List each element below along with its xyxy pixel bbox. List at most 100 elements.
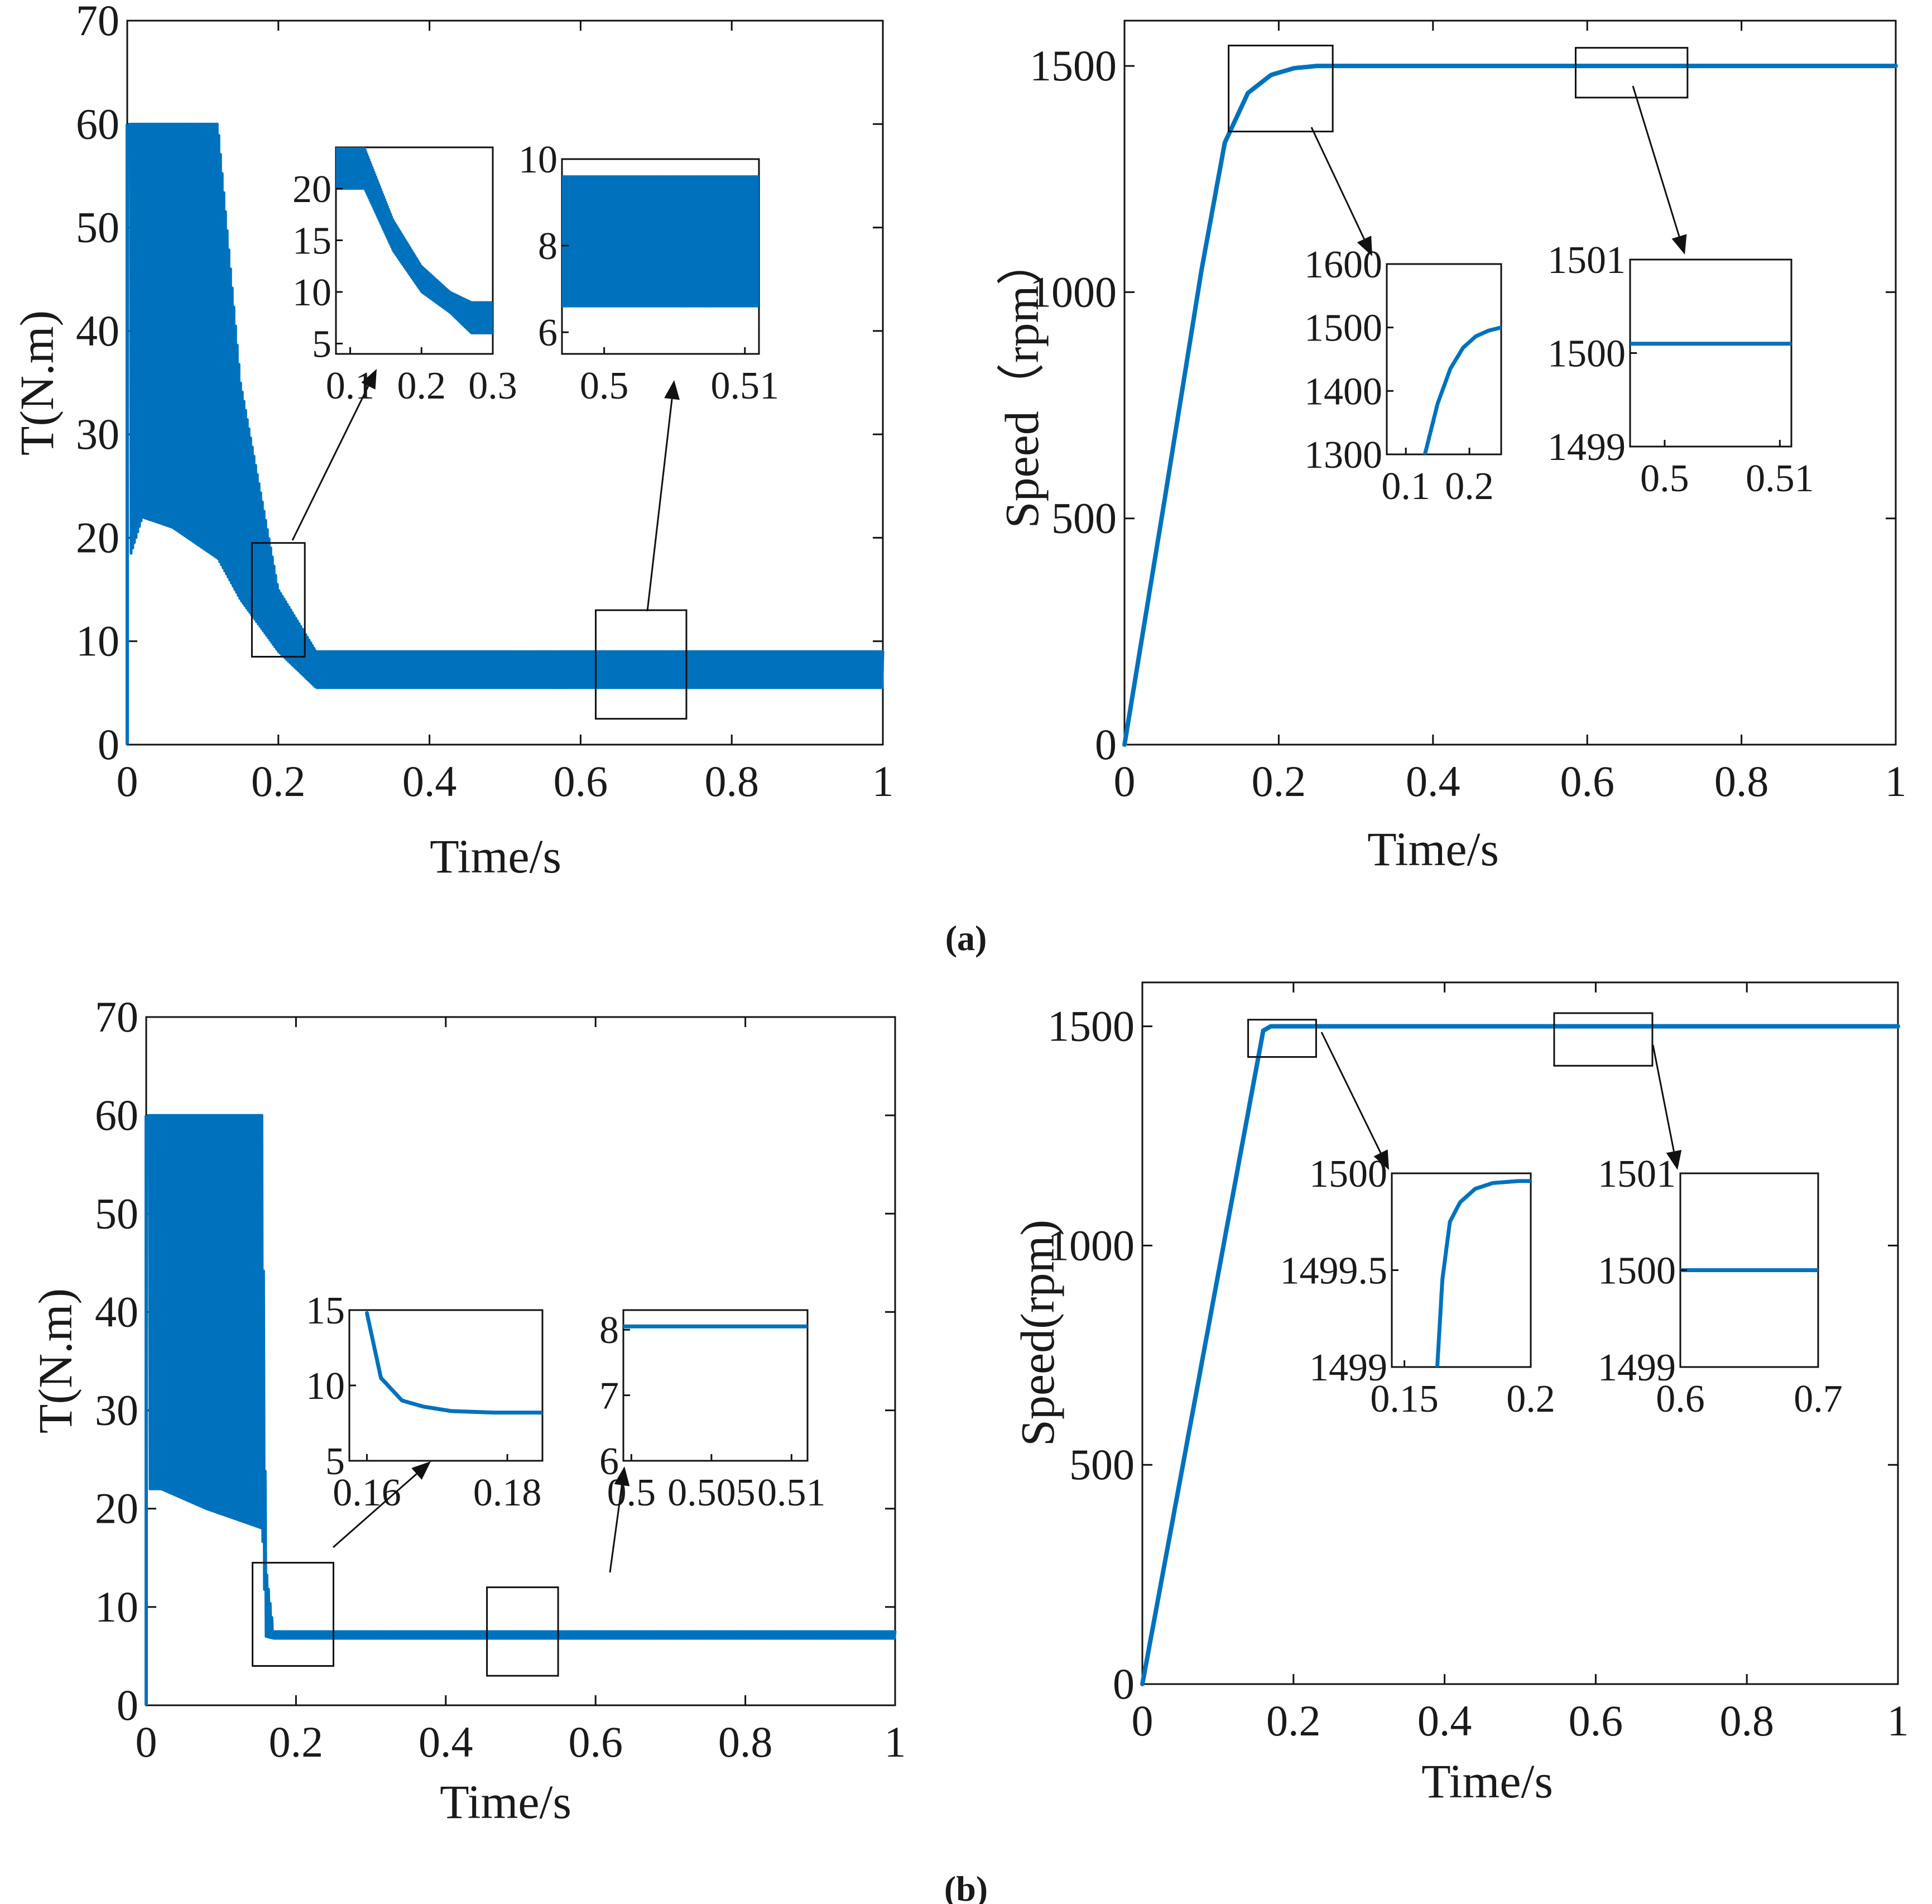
zoom-arrow-head	[1357, 236, 1372, 256]
inset-y-tick-label: 1499	[1309, 1346, 1387, 1389]
inset-frame	[622, 1309, 809, 1462]
y-tick-label: 50	[95, 1189, 138, 1238]
inset-y-tick-label: 10	[306, 1365, 345, 1408]
inset-frame	[1629, 258, 1792, 448]
y-tick-label: 1000	[1047, 1221, 1135, 1269]
plot-frame	[126, 20, 884, 746]
x-tick-label: 0	[117, 757, 138, 805]
inset-y-tick-label: 1501	[1547, 239, 1626, 282]
inset-plot: 0.5 0.505 0.51 6 7 8	[599, 1309, 826, 1514]
x-tick-label: 0.6	[554, 757, 608, 805]
x-axis-label: Time/s	[1421, 1754, 1553, 1808]
inset-x-tick-label: 0.2	[1445, 465, 1494, 508]
panel-label-a: (a)	[945, 918, 987, 958]
inset-y-tick-label: 1300	[1304, 434, 1382, 477]
y-tick-label: 0	[1113, 1660, 1135, 1708]
zoom-arrow	[1310, 127, 1365, 239]
inset-frame	[1386, 263, 1502, 455]
zoom-arrow	[646, 399, 673, 612]
inset-x-tick-label: 0.2	[1506, 1378, 1555, 1421]
zoom-box	[251, 542, 306, 658]
chart-b-speed: 0 0.2 0.4 0.6 0.8 1 0 500 1000 1500 Time/s Speed(rp…	[1011, 981, 1909, 1808]
y-tick-label: 30	[76, 410, 119, 458]
x-tick-label: 0.2	[1252, 757, 1306, 805]
x-tick-label: 1	[1885, 757, 1907, 805]
x-axis-label: Time/s	[440, 1775, 571, 1829]
zoom-box	[1247, 1019, 1317, 1058]
zoom-box	[594, 609, 688, 720]
x-tick-label: 0.2	[269, 1718, 324, 1766]
zoom-arrow-head	[1671, 234, 1687, 255]
inset-y-tick-label: 1400	[1304, 370, 1382, 413]
inset-x-tick-label: 0.3	[468, 365, 517, 407]
zoom-arrow	[1652, 1044, 1675, 1152]
zoom-arrow-head	[411, 1461, 431, 1480]
inset-y-tick-label: 1500	[1598, 1250, 1676, 1293]
inset-x-tick-label: 0.5	[607, 1471, 656, 1514]
y-tick-label: 500	[1069, 1440, 1135, 1489]
x-tick-label: 0.4	[1406, 757, 1460, 805]
inset-series-line	[365, 1311, 542, 1415]
y-tick-label: 10	[95, 1582, 138, 1631]
series-line	[1122, 64, 1898, 747]
inset-plot: 0.16 0.18 5 10 15	[306, 1289, 544, 1514]
inset-y-tick-label: 20	[292, 168, 331, 211]
y-tick-label: 40	[95, 1287, 138, 1336]
y-tick-label: 500	[1051, 494, 1117, 543]
y-tick-label: 40	[76, 306, 119, 355]
inset-x-tick-label: 0.15	[1370, 1378, 1439, 1421]
zoom-box	[1574, 47, 1689, 99]
inset-y-tick-label: 1499	[1598, 1346, 1676, 1389]
inset-y-tick-label: 1500	[1547, 333, 1626, 376]
x-axis-label: Time/s	[1367, 822, 1499, 876]
zoom-arrow	[291, 385, 369, 541]
x-tick-label: 0.6	[568, 1718, 623, 1766]
zoom-arrow-head	[614, 1466, 630, 1486]
inset-x-tick-label: 0.18	[473, 1471, 542, 1514]
zoom-arrow	[1632, 85, 1680, 237]
zoom-arrow	[1320, 1032, 1382, 1154]
y-axis-label: T(N.m)	[10, 310, 64, 455]
inset-plot: 0.5 0.51 1499 1500 1501	[1547, 239, 1814, 500]
inset-plot: 0.5 0.51 6 8 10	[518, 138, 779, 407]
inset-y-tick-label: 5	[325, 1440, 345, 1483]
y-tick-label: 70	[95, 992, 138, 1041]
inset-series-line	[1422, 325, 1501, 454]
inset-y-tick-label: 1499	[1547, 426, 1626, 469]
x-axis-label: Time/s	[430, 829, 561, 883]
inset-y-tick-label: 1501	[1598, 1153, 1676, 1196]
inset-y-tick-label: 1500	[1309, 1153, 1387, 1196]
x-tick-label: 0	[136, 1718, 157, 1766]
inset-y-tick-label: 5	[312, 323, 331, 366]
inset-x-tick-label: 0.5	[580, 365, 629, 407]
inset-y-tick-label: 1500	[1304, 307, 1382, 350]
inset-x-tick-label: 0.2	[397, 365, 446, 407]
inset-x-tick-label: 0.505	[667, 1471, 756, 1514]
chart-a-speed: 0 0.2 0.4 0.6 0.8 1 0 500 1000 1500 Time/s Speed（rp…	[995, 20, 1907, 876]
inset-y-tick-label: 6	[599, 1440, 619, 1483]
zoom-box	[1553, 1012, 1654, 1067]
x-tick-label: 0.6	[1569, 1696, 1623, 1745]
x-tick-label: 0.6	[1560, 757, 1614, 805]
x-tick-label: 0.8	[1714, 757, 1769, 805]
zoom-box	[1228, 45, 1334, 133]
y-tick-label: 1500	[1047, 1002, 1135, 1051]
inset-y-tick-label: 6	[538, 311, 558, 354]
inset-frame	[1391, 1172, 1532, 1368]
zoom-arrow	[333, 1473, 417, 1548]
inset-x-tick-label: 0.5	[1640, 457, 1689, 500]
x-tick-label: 0	[1114, 757, 1136, 805]
zoom-box	[486, 1586, 559, 1677]
x-tick-label: 0.4	[402, 757, 457, 805]
x-tick-label: 1	[885, 1718, 906, 1766]
y-axis-label: T(N.m)	[28, 1288, 82, 1433]
y-tick-label: 10	[76, 617, 119, 665]
x-tick-label: 0.8	[704, 757, 759, 805]
chart-b-torque: 0 0.2 0.4 0.6 0.8 1010203040506070Time/sT(N.m…	[28, 992, 906, 1829]
y-axis-label: Speed(rpm)	[1011, 1220, 1064, 1446]
inset-plot: 0.15 0.2 1499 1499.5 1500	[1280, 1153, 1555, 1421]
x-tick-label: 0.8	[718, 1718, 773, 1766]
y-tick-label: 0	[117, 1681, 138, 1729]
y-tick-label: 70	[76, 0, 119, 45]
